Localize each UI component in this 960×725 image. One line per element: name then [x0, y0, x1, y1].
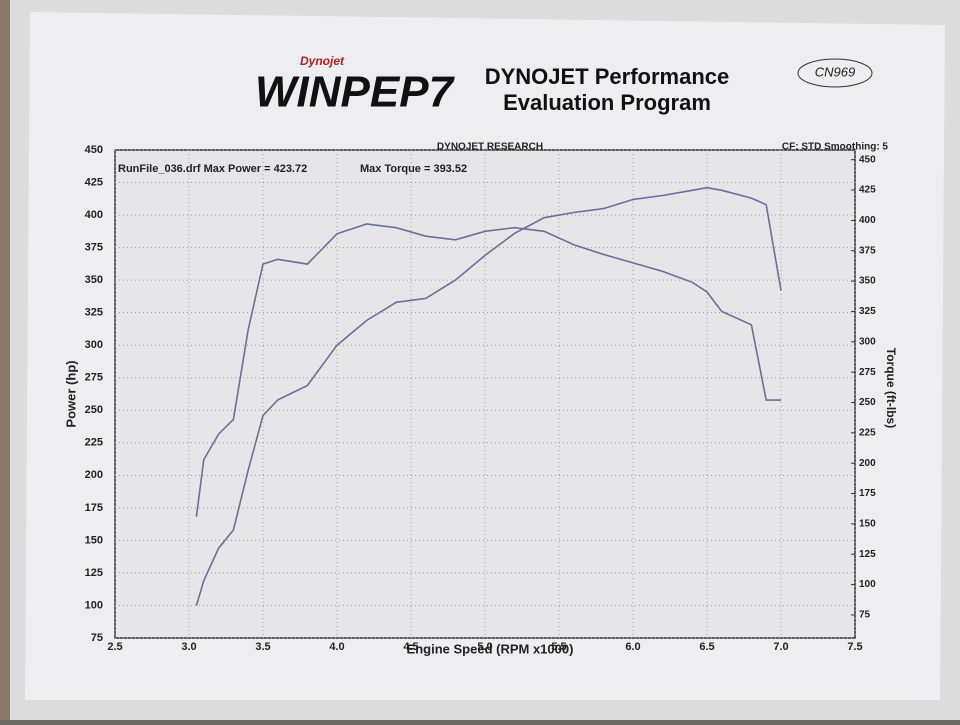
data-line — [195, 223, 781, 517]
y2-tick-label: 375 — [859, 245, 876, 256]
y-tick-label: 175 — [85, 502, 103, 514]
x-tick-label: 2.5 — [107, 641, 122, 653]
x-tick-label: 7.5 — [847, 641, 862, 653]
y2-axis-label: Torque (ft-lbs) — [884, 348, 898, 428]
y-tick-label: 250 — [85, 404, 103, 416]
y-tick-label: 75 — [91, 632, 103, 644]
y-tick-label: 450 — [85, 144, 103, 156]
y2-tick-label: 75 — [859, 610, 871, 621]
x-tick-label: 6.0 — [625, 641, 640, 653]
y-tick-label: 400 — [85, 209, 103, 221]
y2-tick-label: 350 — [859, 276, 876, 287]
y-tick-label: 275 — [85, 372, 103, 384]
settings-text: CF: STD Smoothing: 5 — [782, 142, 889, 153]
y-tick-label: 200 — [85, 469, 103, 481]
y2-tick-label: 100 — [859, 579, 876, 590]
x-tick-label: 4.0 — [329, 641, 344, 653]
heading-line: DYNOJET Performance — [485, 64, 730, 89]
y2-tick-label: 225 — [859, 427, 876, 438]
y2-tick-label: 400 — [859, 215, 876, 226]
y-tick-label: 350 — [85, 274, 103, 286]
y2-tick-label: 250 — [859, 397, 876, 408]
y2-tick-label: 200 — [859, 458, 876, 469]
x-tick-label: 4.5 — [403, 641, 418, 653]
logo-brand: Dynojet — [300, 54, 345, 68]
x-tick-label: 5.0 — [477, 641, 492, 653]
y-tick-label: 150 — [85, 534, 103, 546]
annotation: Max Torque = 393.52 — [360, 163, 467, 175]
y2-tick-label: 125 — [859, 549, 876, 560]
y2-tick-label: 175 — [859, 488, 876, 499]
x-tick-label: 6.5 — [699, 641, 714, 653]
x-tick-label: 3.0 — [181, 641, 196, 653]
x-axis-label: Engine Speed (RPM x1000) — [407, 641, 574, 656]
note-circle — [797, 58, 873, 88]
y2-tick-label: 425 — [859, 185, 876, 196]
handwritten-note: CN969 — [815, 64, 855, 79]
y-tick-label: 100 — [85, 599, 103, 611]
x-tick-label: 3.5 — [255, 641, 270, 653]
y-tick-label: 225 — [85, 437, 103, 449]
y2-tick-label: 150 — [859, 519, 876, 530]
x-tick-label: 5.5 — [551, 641, 566, 653]
logo-text: WINPEP7 — [255, 68, 456, 117]
y-tick-label: 325 — [85, 307, 103, 319]
y2-tick-label: 275 — [859, 367, 876, 378]
y-axis-label: Power (hp) — [63, 360, 78, 427]
y2-tick-label: 450 — [859, 154, 876, 165]
y-tick-label: 300 — [85, 339, 103, 351]
annotation: RunFile_036.drf Max Power = 423.72 — [118, 163, 307, 175]
data-line — [195, 186, 782, 606]
x-tick-label: 7.0 — [773, 641, 788, 653]
y2-tick-label: 325 — [859, 306, 876, 317]
y-tick-label: 375 — [85, 242, 103, 254]
y2-tick-label: 300 — [859, 336, 876, 347]
y-tick-label: 125 — [85, 567, 103, 579]
chart-title: DYNOJET RESEARCH — [437, 142, 543, 153]
heading-line: Evaluation Program — [503, 90, 711, 115]
y-tick-label: 425 — [85, 176, 103, 188]
